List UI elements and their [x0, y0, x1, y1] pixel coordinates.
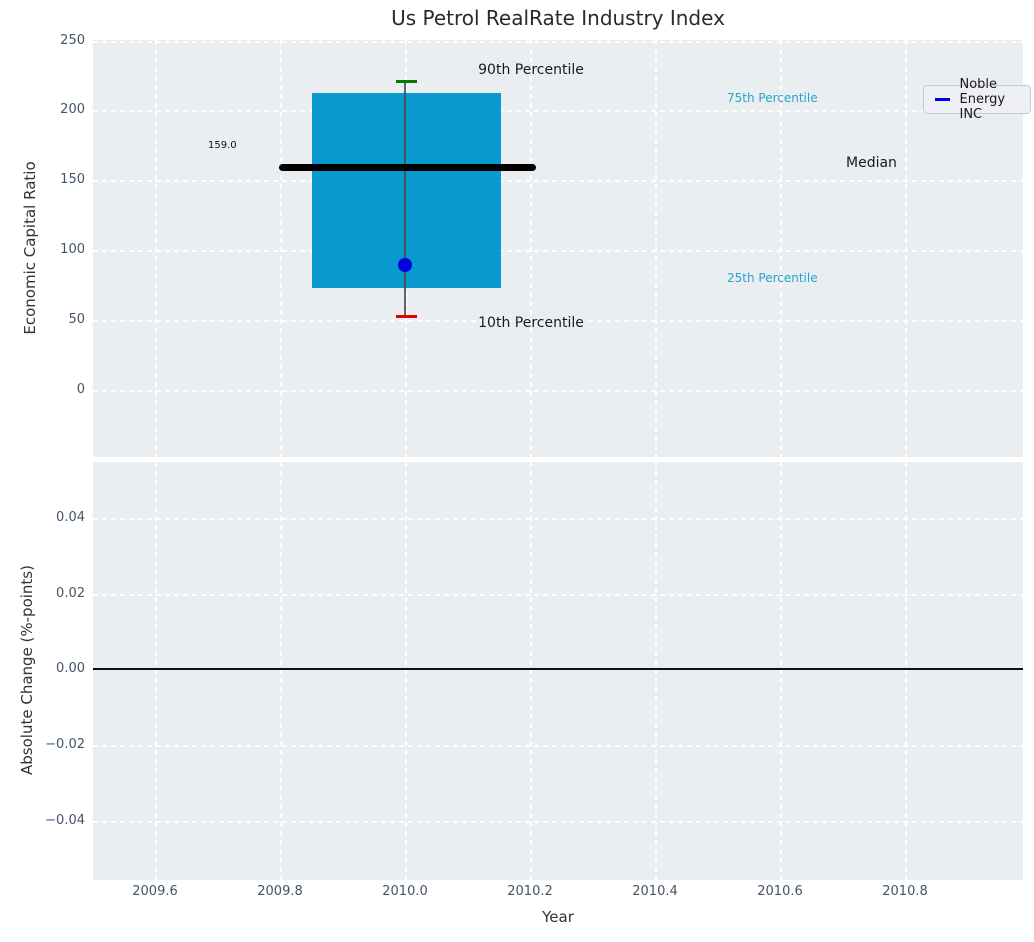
- x-axis-label: Year: [542, 908, 574, 926]
- top-plot-area: 90th Percentile 75th Percentile Median 1…: [93, 40, 1031, 457]
- gridline: [280, 40, 282, 457]
- median-line: [279, 164, 536, 171]
- x-tick: 2009.8: [257, 884, 303, 899]
- y-tick-top: 100: [60, 242, 85, 257]
- annotation-90th-percentile: 90th Percentile: [478, 62, 584, 78]
- gridline: [530, 40, 532, 457]
- gridline: [905, 462, 907, 880]
- annotation-median-value: 159.0: [208, 140, 237, 151]
- bottom-y-axis-label: Absolute Change (%-points): [18, 565, 36, 775]
- iqr-box: [312, 93, 501, 288]
- legend-label: Noble Energy INC: [959, 77, 1006, 122]
- y-tick-top: 50: [68, 312, 85, 327]
- whisker-line: [404, 81, 406, 317]
- gridline: [655, 462, 657, 880]
- company-marker: [398, 258, 412, 272]
- gridline: [93, 390, 1023, 392]
- annotation-25th-percentile: 25th Percentile: [727, 271, 818, 285]
- gridline: [93, 180, 1023, 182]
- whisker-cap-10th: [396, 315, 417, 318]
- gridline: [93, 821, 1023, 823]
- annotation-75th-percentile: 75th Percentile: [727, 91, 818, 105]
- bottom-plot-area: [93, 462, 1023, 880]
- y-tick-top: 250: [60, 33, 85, 48]
- top-y-axis-label: Economic Capital Ratio: [21, 161, 39, 335]
- zero-reference-line: [93, 668, 1023, 670]
- y-tick-top: 200: [60, 102, 85, 117]
- gridline: [155, 462, 157, 880]
- annotation-10th-percentile: 10th Percentile: [478, 315, 584, 331]
- gridline: [155, 40, 157, 457]
- gridline: [93, 594, 1023, 596]
- y-tick-top: 150: [60, 172, 85, 187]
- gridline: [93, 518, 1023, 520]
- gridline: [905, 40, 907, 457]
- y-tick-bottom: −0.02: [45, 737, 85, 752]
- gridline: [93, 41, 1023, 43]
- x-tick: 2010.8: [882, 884, 928, 899]
- y-tick-bottom: 0.04: [56, 510, 85, 525]
- legend: Noble Energy INC: [923, 77, 1031, 122]
- x-tick: 2010.6: [757, 884, 803, 899]
- gridline: [280, 462, 282, 880]
- annotation-median: Median: [846, 155, 897, 171]
- x-tick: 2010.2: [507, 884, 553, 899]
- x-tick: 2010.4: [632, 884, 678, 899]
- gridline: [655, 40, 657, 457]
- y-tick-bottom: 0.02: [56, 586, 85, 601]
- gridline: [93, 745, 1023, 747]
- y-tick-bottom: 0.00: [56, 661, 85, 676]
- y-tick-top: 0: [76, 382, 85, 397]
- gridline: [93, 250, 1023, 252]
- gridline: [530, 462, 532, 880]
- whisker-cap-90th: [396, 80, 417, 83]
- gridline: [93, 320, 1023, 322]
- gridline: [780, 40, 782, 457]
- gridline: [93, 110, 1023, 112]
- chart-title: Us Petrol RealRate Industry Index: [391, 6, 725, 30]
- x-tick: 2010.0: [382, 884, 428, 899]
- legend-line-swatch: [935, 98, 950, 101]
- x-tick: 2009.6: [132, 884, 178, 899]
- y-tick-bottom: −0.04: [45, 813, 85, 828]
- gridline: [780, 462, 782, 880]
- gridline: [405, 462, 407, 880]
